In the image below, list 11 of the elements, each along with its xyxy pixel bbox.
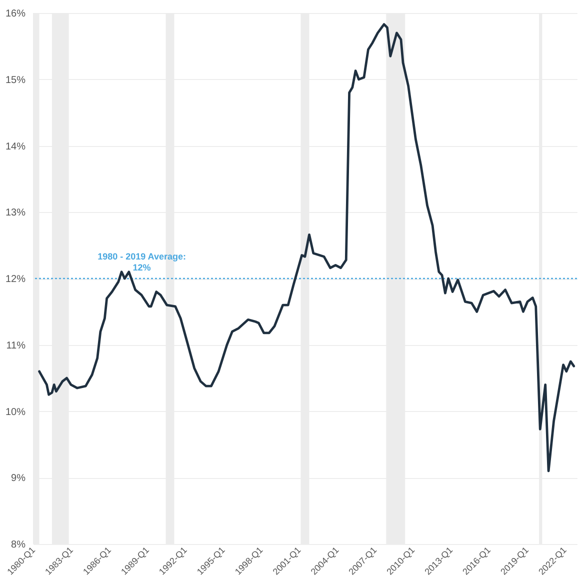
ref-line-label: 1980 - 2019 Average: 12% [98,252,186,272]
y-tick-label: 11% [6,340,26,352]
y-tick-label: 13% [5,208,26,219]
y-tick-label: 10% [5,406,26,418]
y-tick-label: 15% [5,74,26,86]
line-series [38,23,576,472]
y-tick-label: 8% [11,540,26,550]
y-tick-label: 12% [5,274,26,285]
y-tick-label: 9% [11,473,26,484]
y-tick-label: 16% [5,8,26,20]
y-tick-label: 14% [5,141,26,152]
